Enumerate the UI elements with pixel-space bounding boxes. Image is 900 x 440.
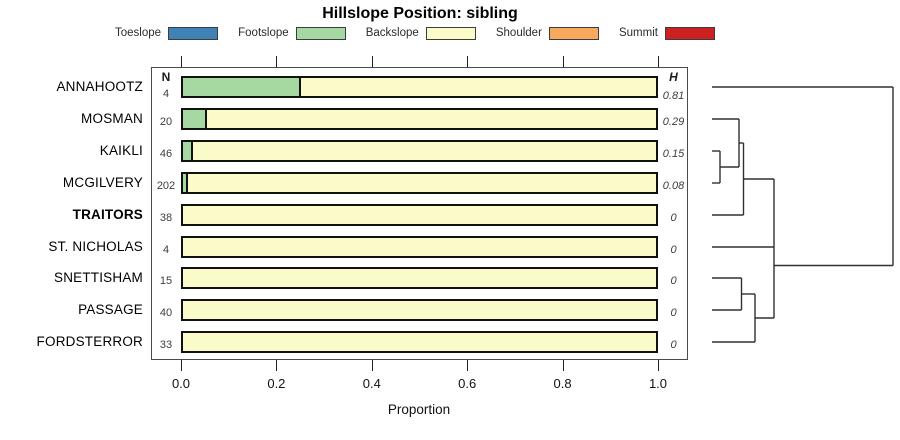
n-value: 33 [159, 339, 173, 351]
stacked-bar [181, 204, 658, 226]
backslope-segment [183, 333, 656, 351]
legend-item-shoulder: Shoulder [495, 26, 599, 40]
bottom-axis-tick [276, 360, 278, 371]
x-tick-label: 0.4 [362, 376, 381, 391]
stacked-bar [181, 76, 658, 98]
row-label: PASSAGE [78, 302, 143, 317]
stacked-bar [181, 299, 658, 321]
n-value: 38 [159, 212, 173, 224]
h-column-header: H [669, 70, 678, 84]
backslope-segment [183, 206, 656, 224]
footslope-segment [183, 110, 207, 128]
n-value: 4 [162, 244, 170, 256]
backslope-segment [206, 110, 656, 128]
legend-label: Toeslope [115, 27, 162, 39]
h-value: 0 [670, 307, 677, 319]
row-label: FORDSTERROR [36, 334, 143, 349]
stacked-bar [181, 140, 658, 162]
legend-item-summit: Summit [618, 26, 715, 40]
top-axis-tick [467, 56, 469, 67]
legend: Toeslope Footslope Backslope Shoulder Summit [115, 24, 715, 42]
stacked-bar [181, 172, 658, 194]
n-value: 202 [156, 180, 176, 192]
row-label: MCGILVERY [62, 175, 143, 190]
bottom-axis-tick [181, 360, 182, 371]
h-value: 0.08 [662, 180, 685, 192]
h-value: 0 [670, 339, 677, 351]
row-label: ST. NICHOLAS [48, 239, 143, 254]
legend-label: Summit [618, 27, 658, 39]
toeslope-color-swatch [168, 26, 219, 40]
legend-label: Shoulder [495, 27, 542, 39]
bottom-axis-tick [467, 360, 469, 371]
n-column-header: N [161, 70, 171, 84]
h-value: 0.15 [662, 148, 685, 160]
summit-color-swatch [664, 26, 715, 40]
backslope-segment [301, 78, 656, 96]
top-axis-tick [562, 56, 564, 67]
n-value: 20 [159, 116, 173, 128]
h-value: 0 [670, 275, 677, 287]
n-value: 15 [159, 275, 173, 287]
x-tick-label: 1.0 [648, 376, 668, 391]
top-axis-tick [371, 56, 373, 67]
footslope-segment [183, 174, 188, 192]
h-value: 0 [670, 212, 677, 224]
legend-item-backslope: Backslope [365, 26, 476, 40]
x-tick-label: 0.6 [458, 376, 477, 391]
backslope-segment [183, 269, 656, 287]
backslope-segment [187, 174, 656, 192]
legend-label: Footslope [238, 27, 289, 39]
row-label: KAIKLI [99, 143, 143, 158]
row-label: ANNAHOOTZ [56, 79, 143, 94]
footslope-segment [183, 142, 194, 160]
h-value: 0.81 [662, 90, 685, 102]
shoulder-color-swatch [548, 26, 599, 40]
chart-title: Hillslope Position: sibling [322, 5, 518, 22]
x-tick-label: 0.0 [171, 376, 191, 391]
row-label: MOSMAN [81, 111, 143, 126]
stacked-bar [181, 108, 658, 130]
bottom-axis-tick [658, 360, 659, 371]
x-tick-label: 0.2 [267, 376, 286, 391]
backslope-segment [183, 238, 656, 256]
n-value: 40 [159, 307, 173, 319]
top-axis-tick [276, 56, 278, 67]
n-value: 46 [159, 148, 173, 160]
bottom-axis-tick [371, 360, 373, 371]
backslope-segment [193, 142, 656, 160]
h-value: 0 [670, 244, 677, 256]
footslope-segment [183, 78, 302, 96]
footslope-color-swatch [295, 26, 346, 40]
stacked-bar [181, 236, 658, 258]
backslope-color-swatch [425, 26, 476, 40]
legend-label: Backslope [365, 27, 419, 39]
bottom-axis-tick [562, 360, 564, 371]
legend-item-footslope: Footslope [238, 26, 346, 40]
row-label: TRAITORS [72, 207, 143, 222]
n-value: 4 [162, 88, 170, 100]
x-tick-label: 0.8 [553, 376, 572, 391]
legend-item-toeslope: Toeslope [115, 26, 219, 40]
top-axis-tick [658, 56, 659, 67]
stacked-bar [181, 331, 658, 353]
top-axis-tick [181, 56, 182, 67]
stacked-bar [181, 267, 658, 289]
backslope-segment [183, 301, 656, 319]
row-label: SNETTISHAM [53, 270, 143, 285]
x-axis-title: Proportion [387, 402, 451, 417]
h-value: 0.29 [662, 116, 685, 128]
